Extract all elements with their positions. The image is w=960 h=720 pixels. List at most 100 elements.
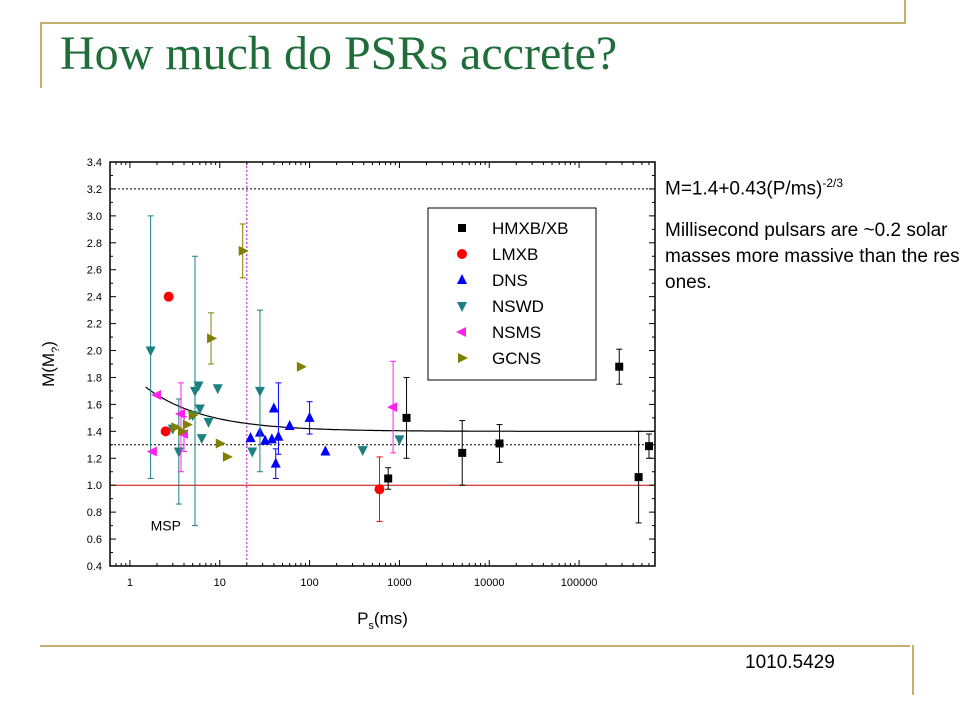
data-point	[207, 333, 218, 344]
data-point	[384, 474, 393, 483]
legend-label: GCNS	[492, 349, 541, 368]
data-point	[145, 346, 156, 357]
legend-label: HMXB/XB	[492, 219, 569, 238]
x-tick-label: 10000	[474, 577, 505, 589]
series-lmxb	[160, 291, 385, 523]
y-axis-title: M(M?)	[39, 341, 62, 387]
data-point	[203, 417, 214, 428]
legend-marker	[458, 224, 466, 232]
legend-label: DNS	[492, 271, 528, 290]
data-point	[178, 426, 189, 437]
data-point	[270, 457, 281, 468]
data-point	[268, 402, 279, 413]
data-point	[247, 447, 258, 458]
msp-note: Millisecond pulsars are ~0.2 solar masse…	[665, 220, 960, 293]
data-point	[273, 430, 284, 441]
data-point	[266, 433, 277, 444]
data-point	[304, 411, 315, 422]
data-point	[245, 432, 256, 443]
legend-marker	[458, 353, 468, 363]
fit-formula: M=1.4+0.43(P/ms)-2/3	[665, 170, 843, 202]
legend-marker	[457, 302, 467, 312]
series-nswd	[145, 215, 405, 527]
series-hmxb-xb	[384, 348, 653, 524]
x-axis-title: Ps(ms)	[357, 609, 408, 632]
footer-accent	[912, 645, 914, 695]
chart-legend: HMXB/XB LMXB DNS NSWD NSMS GCNS	[427, 207, 597, 381]
title-accent-right	[904, 0, 906, 24]
data-point	[320, 445, 331, 456]
data-point	[196, 434, 207, 445]
y-tick-label: 2.0	[87, 346, 102, 358]
y-tick-label: 2.2	[87, 319, 102, 331]
data-point	[374, 484, 385, 495]
data-point	[495, 439, 504, 448]
legend-marker	[456, 327, 466, 337]
legend-box	[427, 207, 597, 381]
series-gcns	[171, 223, 307, 462]
y-tick-label: 1.6	[87, 399, 102, 411]
y-tick-label: 2.6	[87, 265, 102, 277]
data-point	[215, 438, 226, 449]
series-dns	[245, 382, 331, 479]
data-point	[238, 245, 249, 256]
slide-title: How much do PSRs accrete?	[60, 27, 618, 80]
y-tick-label: 1.0	[87, 480, 102, 492]
footer-rule	[40, 645, 910, 647]
data-point	[160, 426, 171, 437]
x-tick-label: 1000	[387, 577, 411, 589]
data-point	[163, 291, 174, 302]
x-tick-label: 100	[300, 577, 318, 589]
data-point	[615, 362, 624, 371]
title-accent-horizontal	[40, 22, 906, 24]
data-point	[644, 442, 653, 451]
data-point	[357, 446, 368, 457]
msp-annotation: MSP	[151, 518, 181, 534]
data-point	[146, 446, 157, 457]
arxiv-reference: 1010.5429	[745, 652, 835, 673]
y-tick-label: 3.2	[87, 184, 102, 196]
data-point	[194, 404, 205, 415]
y-tick-label: 0.6	[87, 534, 102, 546]
data-point	[402, 413, 411, 422]
fit-formula-exponent: -2/3	[822, 176, 844, 190]
y-tick-label: 3.0	[87, 211, 102, 223]
fit-curve	[145, 386, 655, 432]
data-point	[188, 410, 199, 421]
data-point	[182, 419, 193, 430]
data-point	[394, 435, 405, 446]
data-point	[212, 384, 223, 395]
series-nsms	[146, 360, 398, 473]
y-tick-label: 1.4	[87, 426, 102, 438]
data-point	[458, 448, 467, 457]
legend-marker	[457, 249, 467, 259]
y-tick-label: 2.4	[87, 292, 102, 304]
y-tick-label: 3.4	[87, 157, 102, 169]
data-point	[173, 447, 184, 458]
data-point	[174, 408, 185, 419]
legend-label: NSWD	[492, 297, 544, 316]
data-point	[296, 361, 307, 372]
data-point	[284, 419, 295, 430]
title-accent-vertical	[40, 22, 42, 88]
legend-label: NSMS	[492, 323, 541, 342]
legend-label: LMXB	[492, 245, 538, 264]
y-tick-label: 0.4	[87, 561, 102, 573]
y-tick-label: 2.8	[87, 238, 102, 250]
data-point	[387, 402, 398, 413]
x-tick-label: 10	[214, 577, 226, 589]
y-tick-label: 0.8	[87, 507, 102, 519]
x-tick-label: 1	[127, 577, 133, 589]
y-tick-label: 1.8	[87, 372, 102, 384]
y-tick-label: 1.2	[87, 453, 102, 465]
data-point	[222, 451, 233, 462]
fit-formula-base: M=1.4+0.43(P/ms)	[665, 178, 823, 200]
data-point	[171, 422, 182, 433]
data-point	[254, 386, 265, 397]
data-point	[150, 389, 161, 400]
data-point	[634, 473, 643, 482]
legend-marker	[457, 274, 467, 284]
data-point	[193, 381, 204, 392]
x-tick-label: 100000	[561, 577, 598, 589]
